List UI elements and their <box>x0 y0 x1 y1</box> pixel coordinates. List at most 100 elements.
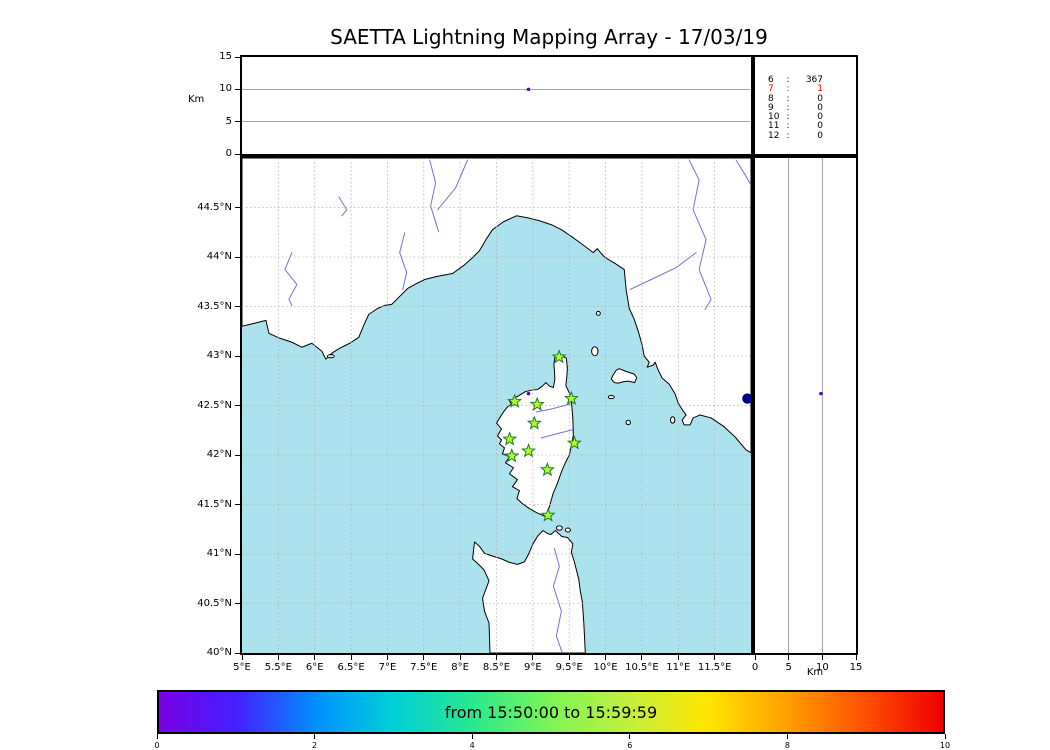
river <box>629 252 697 290</box>
map-gridlines <box>242 158 751 653</box>
lon-tick-label: 7.5°E <box>410 662 438 673</box>
lat-tick-mark <box>235 652 240 654</box>
alt-km-tick-mark <box>821 655 823 660</box>
colon: : <box>786 93 790 104</box>
landmasses <box>242 158 751 653</box>
river <box>535 403 571 413</box>
station-source-count: 0 <box>817 93 823 104</box>
station-count-panel: 6: 367 7: 1 8: 0 9: 0 10: 0 11: 0 12: 0 <box>753 55 858 156</box>
lat-tick-label: 41.5°N <box>197 498 232 510</box>
lon-tick-mark <box>568 655 570 660</box>
lat-tick-mark <box>235 207 240 208</box>
lon-tick-label: 7°E <box>378 662 397 673</box>
lat-tick-label: 44.5°N <box>197 201 232 213</box>
lma-station-star <box>526 415 542 430</box>
station-id: 11 <box>768 121 780 132</box>
lon-tick-mark <box>386 655 388 660</box>
lon-tick-label: 10°E <box>593 662 618 673</box>
colorbar-tick-mark <box>314 734 316 739</box>
colon: : <box>786 102 790 113</box>
river <box>540 429 573 439</box>
alt-tick-label: 15 <box>219 51 232 62</box>
altitude-longitude-panel <box>240 55 753 156</box>
altitude-latitude-plot <box>788 158 823 653</box>
corsica-island <box>496 354 574 517</box>
lon-tick-label: 11°E <box>666 662 691 673</box>
alt-tick-label: 5 <box>225 115 232 127</box>
colorbar-tick-mark <box>629 734 631 739</box>
map-panel <box>240 156 753 655</box>
lon-tick-mark <box>677 655 679 660</box>
river <box>552 547 563 653</box>
lon-tick-mark <box>241 655 243 660</box>
colon: : <box>786 75 790 85</box>
lat-tick-mark <box>235 355 240 357</box>
station-count-row: 9: 0 <box>768 102 856 113</box>
station-count-row: 11: 0 <box>768 121 856 132</box>
river <box>735 159 751 186</box>
lon-tick-mark <box>496 655 497 660</box>
maddalena-island-2 <box>564 527 571 533</box>
colorbar-tick-mark <box>156 734 158 739</box>
colorbar-tick-label: 6 <box>627 741 633 750</box>
lat-tick-label: 44°N <box>206 251 232 262</box>
alt-tick-mark <box>235 88 240 90</box>
station-count-row: 6: 367 <box>768 75 856 85</box>
lon-tick-mark <box>605 655 607 660</box>
station-id: 6 <box>768 75 774 85</box>
alt-tick-mark <box>235 153 240 155</box>
lat-tick-mark <box>235 405 240 406</box>
alt-tick-label: 10 <box>219 83 232 95</box>
lat-tick-label: 42.5°N <box>197 399 232 411</box>
lon-tick-mark <box>314 655 316 660</box>
lon-tick-label: 9.5°E <box>555 662 583 673</box>
lma-station-star <box>540 507 556 522</box>
river <box>429 159 440 233</box>
lon-tick-mark <box>532 655 534 660</box>
station-source-count: 367 <box>805 75 823 85</box>
lon-tick-mark <box>459 655 461 660</box>
river <box>399 232 408 290</box>
lon-tick-label: 9°E <box>524 662 542 673</box>
montecristo-island <box>625 419 631 426</box>
lat-tick-label: 42°N <box>206 449 232 460</box>
lat-tick-label: 40°N <box>206 647 232 658</box>
station-source-count: 1 <box>817 84 823 95</box>
alt-km-tick-mark <box>754 655 756 660</box>
lon-tick-mark <box>350 655 352 660</box>
maddalena-island-1 <box>555 525 563 531</box>
station-count-row: 7: 1 <box>768 84 856 95</box>
colon: : <box>786 112 790 123</box>
lat-tick-mark <box>235 603 240 604</box>
lon-tick-label: 10.5°E <box>625 662 659 673</box>
colorbar-tick-label: 0 <box>154 741 160 750</box>
lon-tick-label: 8.5°E <box>482 662 511 673</box>
lon-tick-mark <box>423 655 425 660</box>
lma-station-star <box>539 461 555 477</box>
alt-km-tick-mark <box>855 655 857 660</box>
colorbar-tick-label: 10 <box>939 741 951 750</box>
alt-km-tick-label: 15 <box>849 662 863 673</box>
lat-tick-mark <box>235 553 240 555</box>
river <box>338 196 348 217</box>
station-count-row: 10: 0 <box>768 112 856 123</box>
lat-tick-mark <box>235 454 240 456</box>
alt-km-tick-label: 5 <box>785 662 792 673</box>
lma-station-star <box>507 393 523 408</box>
sardinia-island <box>472 529 586 653</box>
station-source-count: 0 <box>817 130 823 141</box>
lightning-sources <box>526 391 751 404</box>
colorbar-tick-mark <box>471 734 473 739</box>
mainland-coastline <box>242 158 751 454</box>
lat-tick-mark <box>235 256 240 258</box>
colorbar-tick-label: 2 <box>312 741 318 750</box>
giglio-island <box>669 416 676 424</box>
station-count-row: 12: 0 <box>768 130 856 141</box>
altitude-axis-label-bottom: Km <box>806 667 824 678</box>
colon: : <box>786 84 790 95</box>
colorbar-tick-mark <box>786 734 788 739</box>
lat-tick-label: 43.5°N <box>197 300 232 312</box>
capraia-island <box>591 346 599 357</box>
lightning-source-point <box>742 393 751 404</box>
